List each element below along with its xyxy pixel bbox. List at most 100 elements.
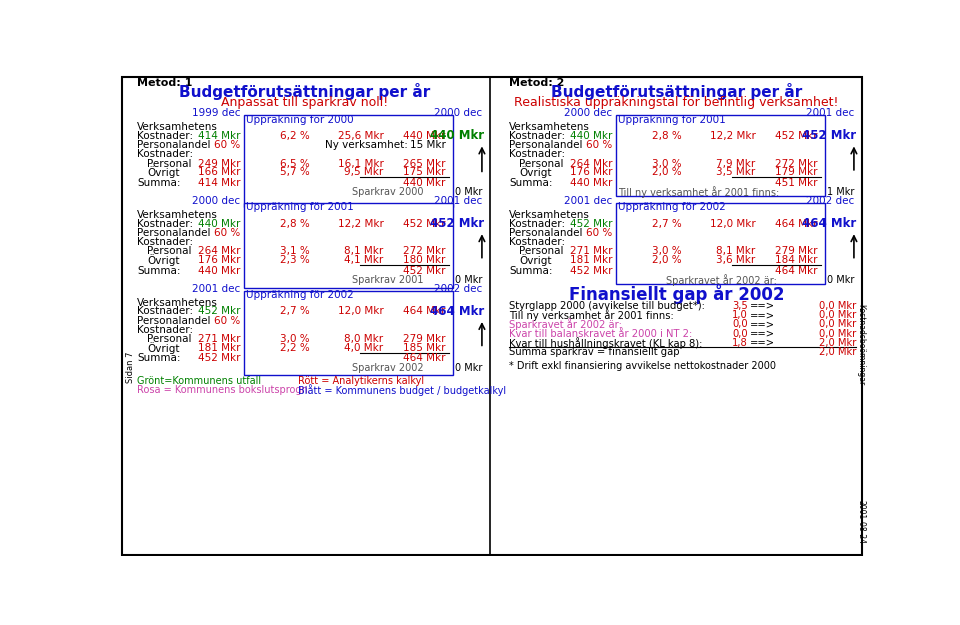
Text: Finansiellt gap år 2002: Finansiellt gap år 2002 bbox=[568, 284, 784, 304]
Text: 2001 dec: 2001 dec bbox=[805, 109, 854, 119]
Text: Sparkrav 2002: Sparkrav 2002 bbox=[352, 362, 424, 372]
Text: Personal: Personal bbox=[519, 159, 564, 169]
Text: Personal: Personal bbox=[147, 246, 192, 256]
Text: 7,9 Mkr: 7,9 Mkr bbox=[716, 159, 756, 169]
Text: 60 %: 60 % bbox=[214, 228, 240, 238]
Text: 184 Mkr: 184 Mkr bbox=[775, 255, 818, 265]
Text: 25,6 Mkr: 25,6 Mkr bbox=[338, 131, 383, 141]
Text: 2000 dec: 2000 dec bbox=[192, 196, 240, 206]
Text: Styrglapp 2000 (avvikelse till budget*):: Styrglapp 2000 (avvikelse till budget*): bbox=[509, 301, 705, 311]
Text: Verksamhetens: Verksamhetens bbox=[137, 298, 218, 308]
Text: 264 Mkr: 264 Mkr bbox=[569, 159, 612, 169]
Text: 8,1 Mkr: 8,1 Mkr bbox=[716, 246, 756, 256]
Text: 9,5 Mkr: 9,5 Mkr bbox=[345, 167, 383, 177]
Text: 440 Mkr: 440 Mkr bbox=[403, 177, 445, 187]
Text: 440 Mkr: 440 Mkr bbox=[430, 129, 484, 142]
Text: Kostnader:: Kostnader: bbox=[137, 149, 193, 159]
Text: 2001-08-24: 2001-08-24 bbox=[856, 499, 865, 544]
Text: Uppräkning för 2001: Uppräkning för 2001 bbox=[247, 202, 354, 212]
Text: ==>: ==> bbox=[750, 329, 775, 339]
Text: 6,2 %: 6,2 % bbox=[280, 131, 310, 141]
Text: 249 Mkr: 249 Mkr bbox=[198, 159, 240, 169]
Text: 15 Mkr: 15 Mkr bbox=[410, 140, 445, 150]
Text: 452 Mkr: 452 Mkr bbox=[803, 129, 856, 142]
Text: 2001 dec: 2001 dec bbox=[192, 284, 240, 294]
Bar bbox=[616, 203, 826, 284]
Text: 2,7 %: 2,7 % bbox=[280, 306, 310, 316]
Text: 3,1 %: 3,1 % bbox=[280, 246, 310, 256]
Text: 0,0 Mkr: 0,0 Mkr bbox=[819, 319, 856, 329]
Text: Rött = Analytikerns kalkyl: Rött = Analytikerns kalkyl bbox=[299, 376, 424, 386]
Text: Personal: Personal bbox=[147, 159, 192, 169]
Text: 464 Mkr: 464 Mkr bbox=[775, 266, 818, 276]
Text: Budgetförutsättningar per år: Budgetförutsättningar per år bbox=[179, 84, 430, 101]
Text: 176 Mkr: 176 Mkr bbox=[569, 167, 612, 177]
Text: Summa:: Summa: bbox=[137, 177, 180, 187]
Text: 452 Mkr: 452 Mkr bbox=[403, 266, 445, 276]
Bar bbox=[616, 115, 826, 196]
Text: Kostnadsbeömningar: Kostnadsbeömningar bbox=[856, 304, 865, 385]
Text: ==>: ==> bbox=[750, 301, 775, 311]
Text: 0,0 Mkr: 0,0 Mkr bbox=[819, 329, 856, 339]
Text: ==>: ==> bbox=[750, 319, 775, 329]
Text: 2001 dec: 2001 dec bbox=[434, 196, 482, 206]
Text: 3,0 %: 3,0 % bbox=[653, 159, 682, 169]
Text: 175 Mkr: 175 Mkr bbox=[403, 167, 445, 177]
Text: Personalandel: Personalandel bbox=[137, 228, 210, 238]
Text: 464 Mkr: 464 Mkr bbox=[430, 305, 484, 318]
Text: 0,0 Mkr: 0,0 Mkr bbox=[819, 310, 856, 320]
Text: 452 Mkr: 452 Mkr bbox=[775, 131, 818, 141]
Text: 272 Mkr: 272 Mkr bbox=[775, 159, 818, 169]
Text: Sparkrav 2000: Sparkrav 2000 bbox=[352, 187, 424, 197]
Text: Summa:: Summa: bbox=[509, 177, 553, 187]
Text: Metod: 1: Metod: 1 bbox=[137, 78, 192, 88]
Text: Summa:: Summa: bbox=[137, 353, 180, 363]
Text: 166 Mkr: 166 Mkr bbox=[198, 167, 240, 177]
Text: Summa:: Summa: bbox=[137, 266, 180, 276]
Text: 440 Mkr: 440 Mkr bbox=[569, 131, 612, 141]
Text: 452 Mkr: 452 Mkr bbox=[430, 217, 484, 230]
Text: 414 Mkr: 414 Mkr bbox=[198, 177, 240, 187]
Text: 2000 dec: 2000 dec bbox=[564, 109, 612, 119]
Text: 12,0 Mkr: 12,0 Mkr bbox=[338, 306, 383, 316]
Text: 181 Mkr: 181 Mkr bbox=[569, 255, 612, 265]
Text: Budgetförutsättningar per år: Budgetförutsättningar per år bbox=[551, 84, 802, 101]
Text: 4,0 Mkr: 4,0 Mkr bbox=[345, 342, 383, 352]
Text: 3,5: 3,5 bbox=[732, 301, 748, 311]
Text: 0,0 Mkr: 0,0 Mkr bbox=[819, 301, 856, 311]
Text: 464 Mkr: 464 Mkr bbox=[802, 217, 856, 230]
Text: Personal: Personal bbox=[519, 246, 564, 256]
Text: 265 Mkr: 265 Mkr bbox=[403, 159, 445, 169]
Text: 2,0 Mkr: 2,0 Mkr bbox=[819, 338, 856, 348]
Text: 16,1 Mkr: 16,1 Mkr bbox=[338, 159, 383, 169]
Text: Övrigt: Övrigt bbox=[147, 342, 180, 354]
Text: Verksamhetens: Verksamhetens bbox=[137, 210, 218, 220]
Text: 3,0 %: 3,0 % bbox=[653, 246, 682, 256]
Text: Övrigt: Övrigt bbox=[147, 166, 180, 178]
Text: 60 %: 60 % bbox=[586, 140, 612, 150]
Text: 5,7 %: 5,7 % bbox=[280, 167, 310, 177]
Text: 279 Mkr: 279 Mkr bbox=[775, 246, 818, 256]
Bar bbox=[244, 291, 453, 375]
Text: Sidan 7: Sidan 7 bbox=[126, 352, 134, 383]
Text: 2,8 %: 2,8 % bbox=[280, 219, 310, 229]
Text: 0 Mkr: 0 Mkr bbox=[454, 187, 482, 197]
Text: 1,0: 1,0 bbox=[732, 310, 748, 320]
Text: Kostnader:: Kostnader: bbox=[137, 219, 193, 229]
Text: 0 Mkr: 0 Mkr bbox=[827, 275, 854, 285]
Text: Summa sparkrav = finansiellt gap: Summa sparkrav = finansiellt gap bbox=[509, 348, 680, 358]
Text: Uppräkning för 2002: Uppräkning för 2002 bbox=[247, 290, 354, 300]
Text: 440 Mkr: 440 Mkr bbox=[198, 219, 240, 229]
Text: Sparkravet år 2002 är:: Sparkravet år 2002 är: bbox=[509, 319, 622, 331]
Text: Metod: 2: Metod: 2 bbox=[509, 78, 564, 88]
Text: 452 Mkr: 452 Mkr bbox=[569, 219, 612, 229]
Text: Uppräkning för 2002: Uppräkning för 2002 bbox=[618, 202, 726, 212]
Text: Kvar till hushållningskravet (KL kap 8):: Kvar till hushållningskravet (KL kap 8): bbox=[509, 337, 703, 349]
Text: 414 Mkr: 414 Mkr bbox=[198, 131, 240, 141]
Text: 185 Mkr: 185 Mkr bbox=[403, 342, 445, 352]
Text: 2,7 %: 2,7 % bbox=[653, 219, 683, 229]
Text: Sparkravet år 2002 är:: Sparkravet år 2002 är: bbox=[666, 274, 778, 286]
Text: 3,6 Mkr: 3,6 Mkr bbox=[716, 255, 756, 265]
Text: Kostnader:: Kostnader: bbox=[137, 325, 193, 335]
Text: 452 Mkr: 452 Mkr bbox=[198, 353, 240, 363]
